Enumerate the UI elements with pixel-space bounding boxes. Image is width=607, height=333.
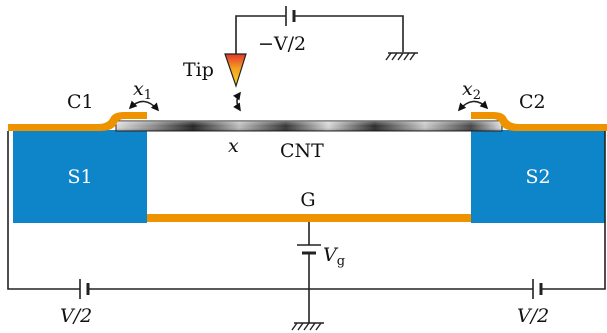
tip-wire [235, 15, 404, 54]
source-electrode-s1 [13, 130, 147, 223]
c1-label: C1 [67, 91, 94, 113]
gate-ground-icon [291, 322, 324, 331]
source-electrode-s2 [471, 130, 605, 223]
bias-wire [7, 131, 606, 290]
x1-label: x1 [133, 78, 152, 103]
x2-label: x2 [462, 78, 481, 103]
cnt-label: CNT [280, 140, 324, 162]
tip-label: Tip [183, 59, 214, 81]
s1-label: S1 [67, 166, 92, 188]
stm-tip-icon [224, 53, 247, 88]
s2-label: S2 [525, 166, 550, 188]
tip-voltage-label: −V/2 [258, 33, 306, 55]
contact-c2 [471, 112, 607, 131]
x2-arrow-icon [457, 100, 489, 112]
x1-arrow-icon [128, 100, 160, 112]
carbon-nanotube-shading [116, 121, 502, 131]
tip-ground-icon [385, 52, 418, 61]
gate-electrode [147, 214, 471, 222]
c2-label: C2 [519, 91, 546, 113]
right-bias-label: V/2 [517, 305, 549, 327]
contact-c1 [8, 112, 147, 131]
vg-label: Vg [323, 244, 345, 269]
left-bias-label: V/2 [60, 305, 92, 327]
gate-label: G [300, 189, 315, 211]
x-position-label: x [228, 135, 239, 157]
tip-gap-arrow-icon [232, 91, 241, 112]
